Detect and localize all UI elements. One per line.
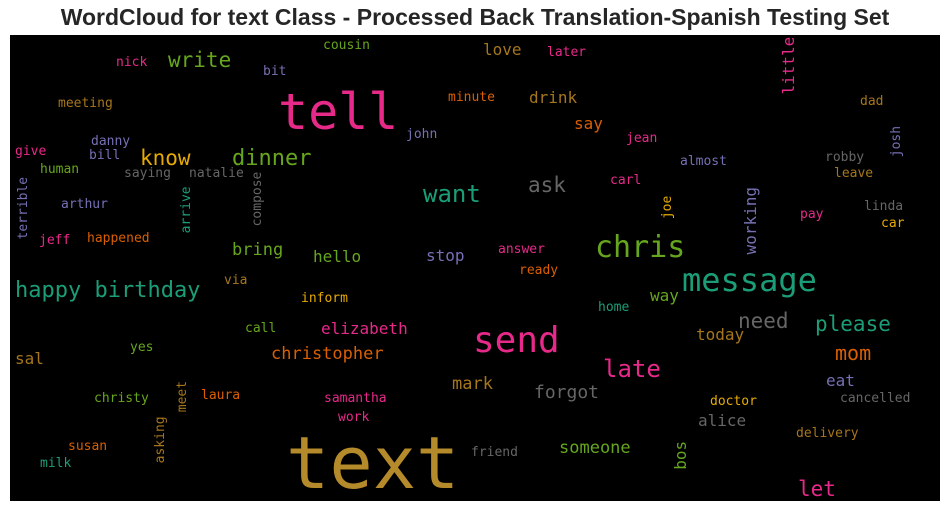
word-late: late (603, 355, 661, 383)
word-almost: almost (680, 154, 727, 169)
word-via: via (224, 273, 248, 288)
word-write: write (168, 48, 232, 72)
word-answer: answer (498, 242, 545, 257)
word-linda: linda (864, 199, 904, 214)
word-asking: asking (153, 416, 168, 464)
word-milk: milk (40, 456, 72, 471)
word-way: way (650, 286, 679, 305)
word-josh: josh (889, 125, 904, 158)
word-doctor: doctor (710, 394, 757, 409)
chart-title: WordCloud for text Class - Processed Bac… (60, 4, 890, 30)
word-jeff: jeff (39, 233, 71, 248)
word-happened: happened (87, 231, 150, 246)
word-want: want (423, 180, 481, 208)
word-john: john (406, 127, 438, 142)
word-arthur: arthur (61, 197, 108, 212)
word-chris: chris (595, 230, 686, 265)
word-terrible: terrible (16, 176, 31, 240)
word-susan: susan (68, 439, 108, 454)
word-leave: leave (834, 166, 874, 181)
word-jean: jean (626, 131, 658, 146)
word-give: give (15, 144, 47, 159)
word-drink: drink (529, 88, 578, 107)
word-little: little (779, 36, 798, 95)
word-bit: bit (263, 64, 287, 79)
word-yes: yes (130, 340, 154, 355)
word-cousin: cousin (323, 38, 370, 53)
word-arrive: arrive (179, 186, 194, 234)
word-ask: ask (528, 173, 566, 197)
word-know: know (140, 146, 191, 170)
word-friend: friend (471, 445, 518, 460)
word-joe: joe (660, 195, 675, 220)
word-dinner: dinner (232, 146, 312, 171)
word-cancelled: cancelled (840, 391, 911, 406)
word-text: text (286, 421, 460, 501)
word-meeting: meeting (58, 96, 113, 111)
word-let: let (798, 477, 836, 501)
word-christopher: christopher (271, 344, 384, 364)
word-cloud-canvas: text tell send message chris happy birthday di… (10, 35, 940, 501)
word-christy: christy (94, 391, 149, 406)
word-forgot: forgot (534, 382, 600, 403)
word-danny: danny (91, 134, 131, 149)
word-compose: compose (250, 171, 265, 227)
word-hello: hello (313, 247, 362, 266)
word-working: working (741, 187, 760, 255)
word-call: call (245, 321, 277, 336)
word-say: say (574, 114, 603, 133)
word-stop: stop (426, 246, 465, 265)
word-meet: meet (175, 380, 190, 413)
word-human: human (40, 162, 80, 177)
word-tell: tell (278, 83, 399, 141)
word-home: home (598, 300, 630, 315)
word-bill: bill (89, 148, 121, 163)
word-sal: sal (15, 349, 44, 368)
word-please: please (815, 312, 891, 336)
word-saying: saying (124, 166, 171, 181)
word-love: love (483, 40, 522, 59)
word-nick: nick (116, 55, 148, 70)
word-mark: mark (452, 374, 493, 394)
word-someone: someone (559, 438, 631, 458)
word-message: message (682, 261, 817, 299)
word-robby: robby (825, 150, 865, 165)
word-today: today (696, 325, 745, 344)
word-samantha: samantha (324, 391, 387, 406)
word-bring: bring (232, 240, 284, 260)
word-minute: minute (448, 90, 495, 105)
word-car: car (881, 216, 905, 231)
word-send: send (473, 320, 560, 361)
word-alice: alice (698, 411, 747, 430)
word-work: work (338, 410, 370, 425)
word-natalie: natalie (189, 166, 244, 181)
word-mom: mom (835, 341, 872, 365)
word-inform: inform (301, 291, 348, 306)
word-need: need (738, 309, 789, 333)
word-carl: carl (610, 173, 642, 188)
word-dad: dad (860, 94, 884, 109)
word-happy-birthday: happy birthday (15, 278, 201, 303)
word-elizabeth: elizabeth (321, 319, 408, 338)
word-pay: pay (800, 207, 824, 222)
word-eat: eat (826, 371, 855, 390)
word-later: later (547, 45, 587, 60)
word-delivery: delivery (796, 426, 859, 441)
word-laura: laura (201, 388, 241, 403)
word-bos: bos (671, 440, 690, 470)
word-ready: ready (519, 263, 559, 278)
